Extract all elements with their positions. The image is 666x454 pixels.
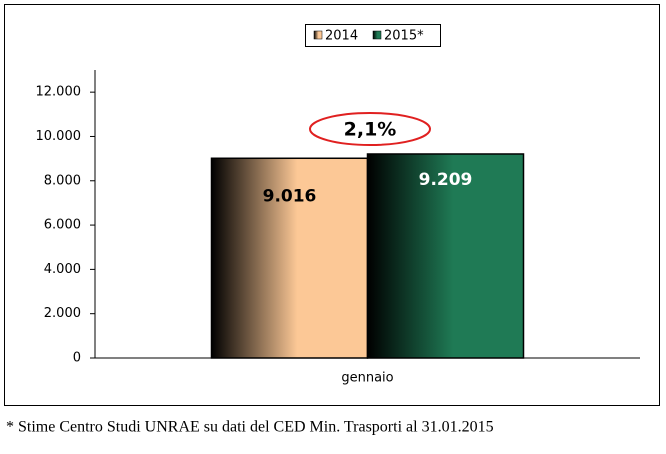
legend-swatch [313, 30, 323, 40]
x-tick-label: gennaio [341, 371, 393, 386]
y-tick-label: 8.000 [44, 173, 81, 188]
y-tick-label: 10.000 [36, 129, 82, 144]
y-tick-label: 0 [73, 351, 81, 366]
annotation-ellipse [309, 112, 431, 146]
footnote: * Stime Centro Studi UNRAE su dati del C… [6, 419, 494, 436]
value-label: 9.209 [419, 170, 473, 190]
y-tick-label: 12.000 [36, 85, 82, 100]
legend-swatch [372, 30, 382, 40]
legend-label: 2014 [325, 29, 358, 44]
value-label: 9.016 [263, 186, 317, 206]
y-tick-label: 2.000 [44, 306, 81, 321]
legend-label: 2015* [384, 29, 424, 44]
annotation: 2,1% [344, 119, 397, 141]
bar [366, 153, 525, 359]
y-tick-label: 6.000 [44, 218, 81, 233]
y-tick-label: 4.000 [44, 262, 81, 277]
bar [210, 157, 369, 359]
